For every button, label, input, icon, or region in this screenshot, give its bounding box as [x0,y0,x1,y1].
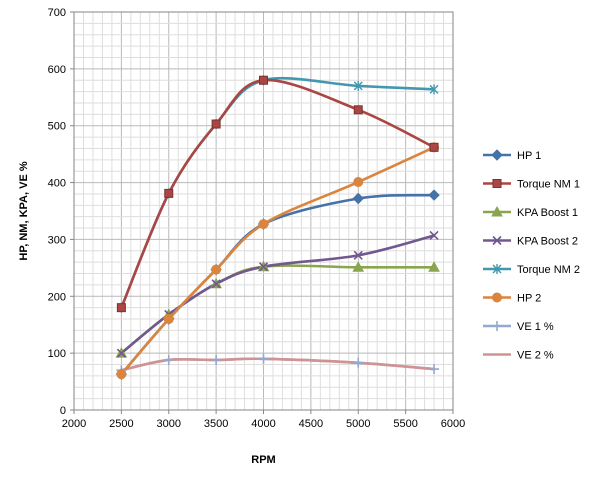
legend-swatch-marker [492,179,502,188]
y-axis-title: HP, NM, KPA, VE % [18,161,30,260]
data-point-kpa-boost-2 [353,250,363,260]
data-point-torque-nm-1 [116,303,126,313]
legend-swatch-marker [492,264,502,274]
x-axis-title: RPM [251,454,275,466]
legend-swatch-marker [492,321,502,331]
series-markers [115,75,440,380]
grid [73,11,454,411]
legend-item-torque-nm-2: Torque NM 2 [483,264,580,276]
data-point-hp-1 [352,192,364,205]
data-point-hp-2 [353,177,364,188]
data-point-kpa-boost-2 [211,279,221,289]
y-axis-tick-labels: 0 100 200 300 400 500 600 700 [48,7,74,417]
legend-label: KPA Boost 2 [517,236,578,248]
legend-label: HP 2 [517,293,541,305]
data-point-hp-1 [428,189,440,201]
legend-label: HP 1 [517,150,541,162]
data-point-kpa-boost-1 [352,261,365,272]
data-point-kpa-boost-2 [258,262,269,272]
data-point-ve-1 [211,354,222,365]
data-point-torque-nm-1 [353,105,363,115]
data-point-torque-nm-2 [429,84,439,95]
legend-item-hp-2: HP 2 [483,292,541,305]
data-point-hp-2 [258,219,269,230]
legend-label: KPA Boost 1 [517,207,578,219]
legend-swatch-marker [492,235,502,246]
y-tick-label: 200 [48,291,66,303]
data-point-torque-nm-2 [353,80,363,91]
legend-label: Torque NM 2 [517,264,580,276]
x-tick-label: 4000 [251,418,275,430]
legend-swatch-marker [491,205,503,217]
data-point-ve-1 [353,357,364,368]
series-line-torque-nm-1 [120,78,436,309]
data-point-kpa-boost-2 [116,348,126,358]
x-tick-label: 6000 [441,418,465,430]
data-point-torque-nm-1 [259,75,268,85]
x-tick-label: 2000 [62,418,86,430]
data-point-torque-nm-1 [429,142,439,152]
legend-item-torque-nm-1: Torque NM 1 [483,179,580,191]
data-point-torque-nm-1 [164,188,174,198]
legend-item-ve-1: VE 1 % [483,321,554,333]
y-tick-label: 400 [48,178,66,190]
x-tick-label: 4500 [299,418,323,430]
data-point-ve-1 [163,354,174,365]
x-tick-label: 3000 [157,418,181,430]
x-tick-label: 5500 [393,418,417,430]
data-point-ve-1 [429,364,440,375]
y-tick-label: 700 [48,7,66,19]
data-point-kpa-boost-2 [429,230,439,241]
y-tick-label: 100 [48,348,66,360]
x-tick-label: 3500 [204,418,228,430]
x-tick-label: 5000 [346,418,370,430]
legend-label: VE 1 % [517,321,554,333]
data-point-torque-nm-1 [211,119,221,129]
data-point-hp-2 [211,264,222,275]
x-axis-tick-labels: 2000 2500 3000 3500 4000 4500 5000 5500 6000 [62,410,465,430]
legend-item-hp-1: HP 1 [483,149,541,162]
legend-swatch-marker [491,149,503,161]
data-point-hp-2 [163,314,174,325]
legend-item-kpa-boost-2: KPA Boost 2 [483,236,578,248]
legend-label: Torque NM 1 [517,179,580,191]
legend-label: VE 2 % [517,350,554,362]
data-point-ve-1 [258,353,269,364]
y-tick-label: 0 [60,405,66,417]
y-tick-label: 600 [48,64,66,76]
x-tick-label: 2500 [109,418,133,430]
y-tick-label: 300 [48,234,66,246]
legend: HP 1 Torque NM 1 KPA Boost 1 KPA Boost 2 Tor… [483,149,580,362]
legend-swatch-marker [492,292,502,303]
legend-item-ve-2: VE 2 % [483,350,554,362]
legend-item-kpa-boost-1: KPA Boost 1 [483,205,578,219]
data-point-hp-2 [116,369,127,380]
data-point-kpa-boost-1 [428,261,440,272]
y-tick-label: 500 [48,121,66,133]
